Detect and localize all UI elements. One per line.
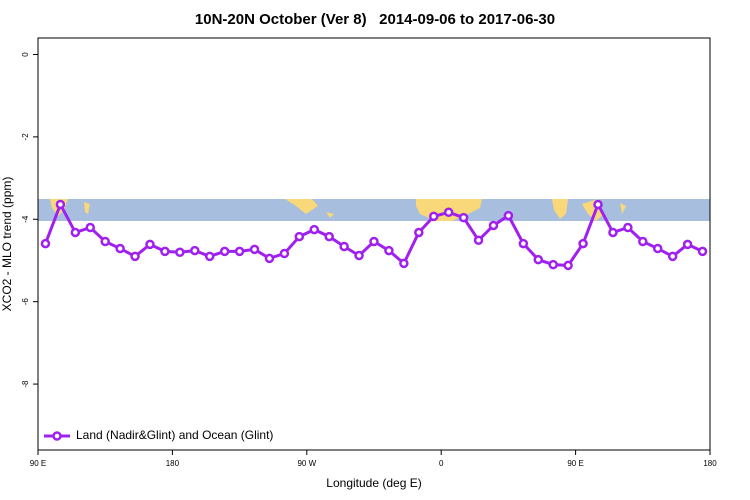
data-point xyxy=(533,254,544,265)
data-point xyxy=(264,253,275,264)
y-tick-label: -4 xyxy=(21,215,30,223)
data-point xyxy=(638,236,648,247)
data-point xyxy=(309,224,320,235)
x-tick-label: 180 xyxy=(166,459,180,468)
data-point xyxy=(175,247,185,257)
y-tick-label: 0 xyxy=(21,52,30,57)
data-point xyxy=(518,238,529,249)
data-point xyxy=(100,236,110,247)
data-point xyxy=(414,227,424,238)
x-tick-label: 180 xyxy=(703,459,717,468)
data-point xyxy=(667,251,678,262)
data-point xyxy=(294,231,305,242)
data-point xyxy=(190,245,200,256)
data-point xyxy=(369,236,379,247)
data-point xyxy=(563,260,573,271)
data-point xyxy=(608,227,618,238)
data-point xyxy=(85,222,96,233)
data-point xyxy=(623,222,633,233)
data-point xyxy=(249,244,260,255)
data-point xyxy=(548,259,558,270)
y-tick-label: -6 xyxy=(21,298,30,306)
x-tick-label: 90 E xyxy=(567,459,583,468)
data-point xyxy=(384,245,394,256)
data-point xyxy=(593,199,603,210)
data-point xyxy=(145,239,155,250)
data-point xyxy=(115,243,125,254)
plot-frame xyxy=(37,37,711,451)
data-point xyxy=(458,212,469,223)
data-point xyxy=(130,251,140,262)
data-point xyxy=(488,220,499,231)
data-point xyxy=(324,231,334,242)
map-strip xyxy=(38,199,710,221)
x-tick-label: 90 W xyxy=(297,459,316,468)
x-axis-title: Longitude (deg E) xyxy=(326,476,421,490)
data-point xyxy=(339,241,349,252)
data-point xyxy=(578,238,588,249)
data-point xyxy=(354,250,364,261)
data-point xyxy=(219,246,230,257)
y-axis-title: XCO2 - MLO trend (ppm) xyxy=(0,177,14,312)
data-point xyxy=(204,251,215,262)
legend-label: Land (Nadir&Glint) and Ocean (Glint) xyxy=(76,428,273,442)
data-point xyxy=(443,207,454,218)
data-point xyxy=(160,246,170,257)
data-point xyxy=(399,258,409,269)
x-tick-label: 0 xyxy=(439,459,444,468)
data-point xyxy=(40,238,51,249)
data-point xyxy=(503,210,514,221)
chart-title: 10N-20N October (Ver 8) 2014-09-06 to 20… xyxy=(195,11,555,28)
legend-marker xyxy=(52,431,62,441)
data-point xyxy=(55,199,66,210)
data-point xyxy=(682,239,693,250)
data-point xyxy=(70,227,81,238)
data-point xyxy=(697,246,708,257)
data-point xyxy=(428,211,439,222)
data-point xyxy=(652,243,663,254)
x-tick-label: 90 E xyxy=(30,459,46,468)
data-point xyxy=(234,246,245,257)
y-tick-label: -8 xyxy=(21,380,30,388)
data-point xyxy=(473,235,484,246)
y-tick-label: -2 xyxy=(21,133,30,141)
data-point xyxy=(279,248,290,259)
